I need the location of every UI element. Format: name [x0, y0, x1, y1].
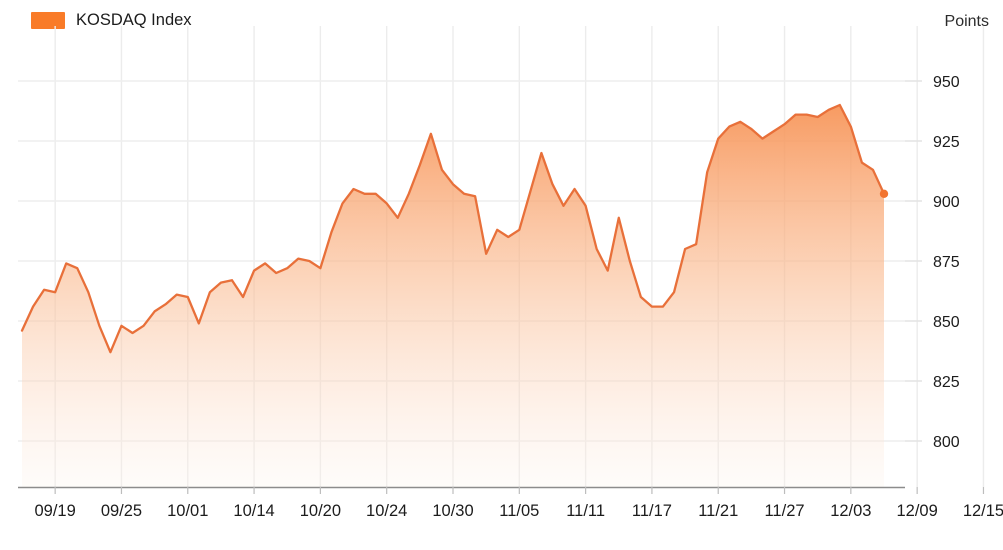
- x-axis-tick-label: 10/24: [366, 502, 407, 520]
- y-axis-tick-label: 925: [933, 134, 960, 151]
- y-axis-tick-label: 825: [933, 374, 960, 391]
- x-axis-tick-label: 10/14: [233, 502, 274, 520]
- x-axis-tick-label: 10/30: [432, 502, 473, 520]
- y-axis-tick-label: 800: [933, 434, 960, 451]
- x-axis-tick-labels: 09/19 09/25 10/01 10/14 10/20 10/24 10/30 11/05…: [35, 502, 1003, 520]
- legend-color-swatch: [31, 11, 65, 29]
- x-axis-tick-label: 11/11: [566, 502, 605, 520]
- x-axis-tick-label: 09/19: [35, 502, 76, 520]
- last-point-marker[interactable]: [879, 189, 889, 198]
- x-axis-tick-label: 11/17: [632, 502, 672, 520]
- y-axis-tick-label: 900: [933, 194, 960, 211]
- x-axis-tick-label: 10/20: [300, 502, 341, 520]
- legend-label: KOSDAQ Index: [76, 10, 192, 29]
- x-axis-tick-label: 11/05: [499, 502, 539, 520]
- y-axis-tick-label: 850: [933, 314, 960, 331]
- y-axis-tick-labels: 800 825 850 875 900 925 950: [933, 74, 960, 451]
- y-axis-unit-label: Points: [944, 13, 989, 30]
- x-axis-tick-label: 09/25: [101, 502, 142, 520]
- x-axis-tick-label: 12/09: [897, 502, 938, 520]
- x-axis-tick-label: 10/01: [167, 502, 208, 520]
- x-axis-tick-label: 12/03: [830, 502, 871, 520]
- y-axis-tick-label: 950: [933, 74, 960, 91]
- y-axis-tick-label: 875: [933, 254, 960, 271]
- series-line: [20, 103, 886, 354]
- x-axis-tick-label: 12/15: [963, 502, 1003, 520]
- chart-legend[interactable]: KOSDAQ Index: [31, 9, 192, 31]
- x-axis-tick-marks: [54, 487, 985, 494]
- x-axis-tick-label: 11/21: [698, 502, 738, 520]
- y-axis-tick-marks: [905, 80, 922, 442]
- x-axis-tick-label: 11/27: [764, 502, 804, 520]
- series-area-fill: [22, 105, 884, 487]
